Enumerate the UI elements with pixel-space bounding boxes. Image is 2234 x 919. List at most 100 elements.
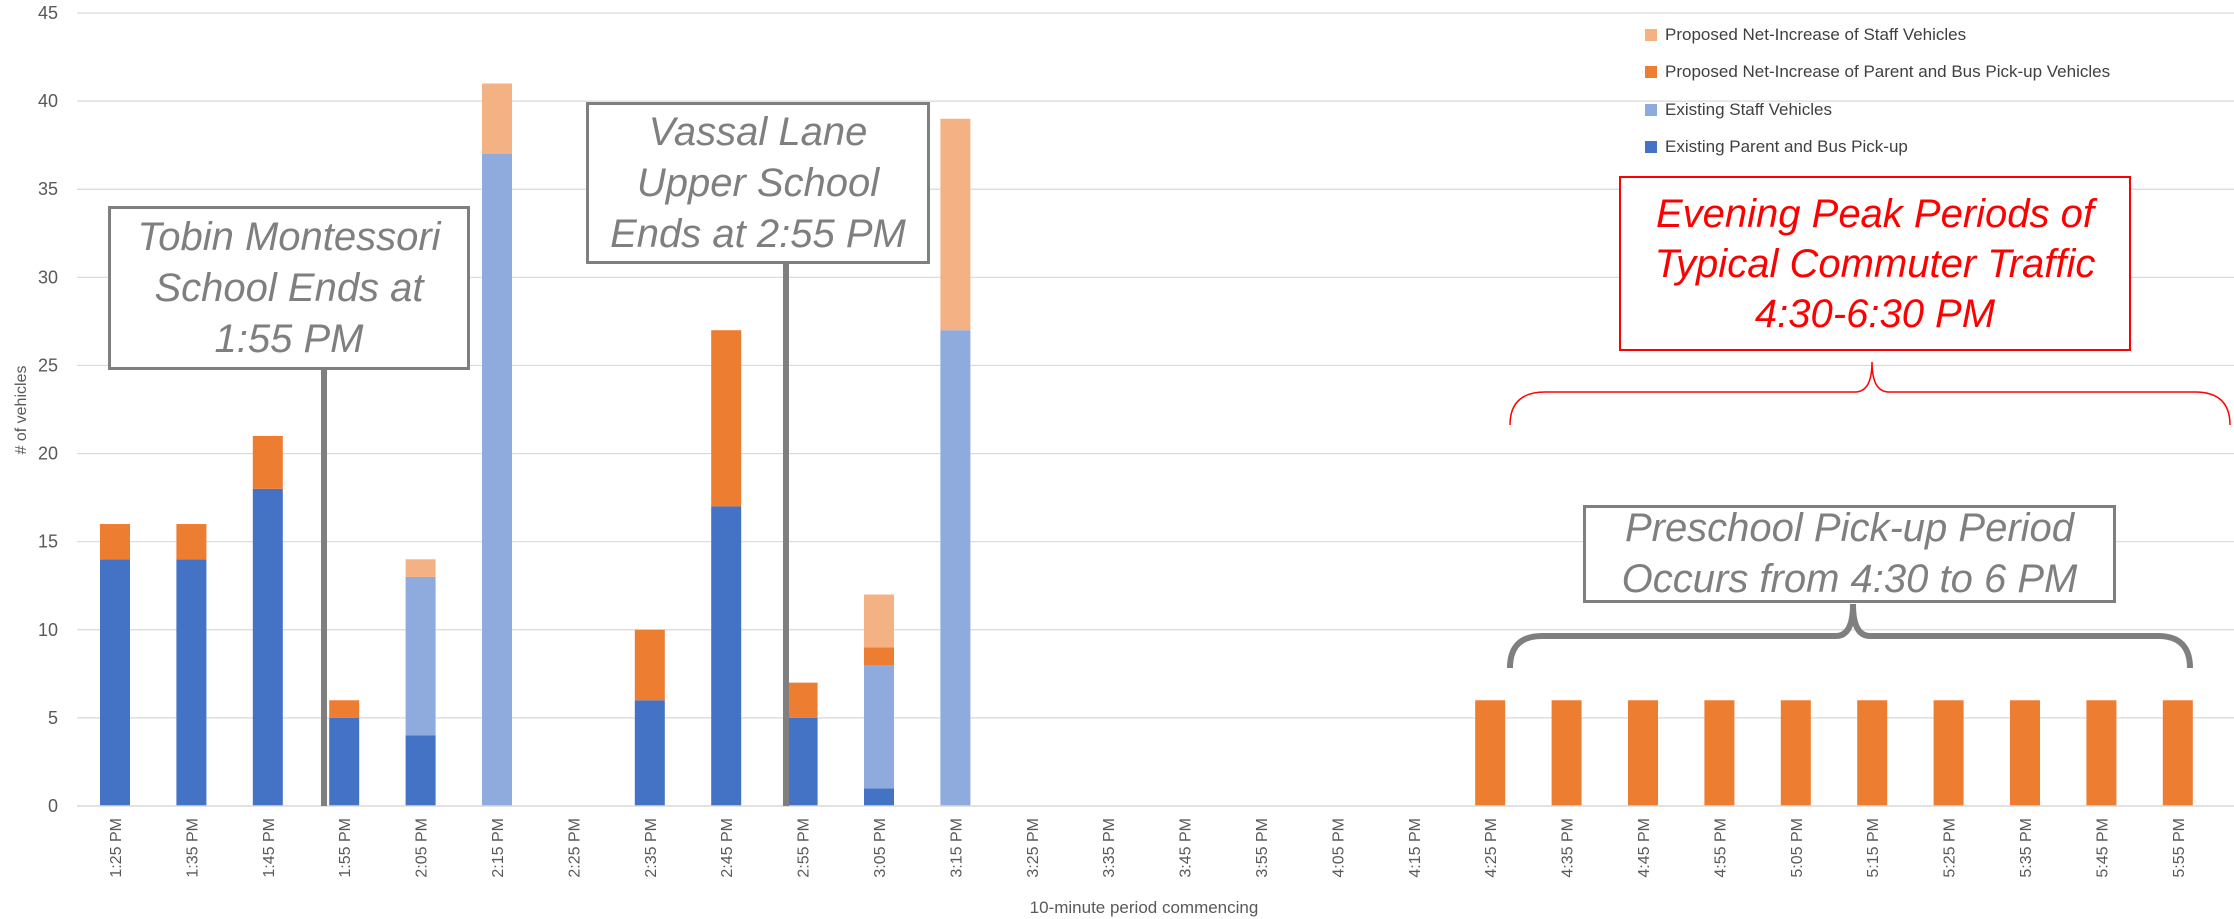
- legend-label: Proposed Net-Increase of Parent and Bus …: [1665, 62, 2111, 82]
- x-tick-label: 5:45 PM: [2094, 818, 2111, 878]
- x-tick-label: 3:25 PM: [1025, 818, 1042, 878]
- bar-segment: [329, 717, 360, 806]
- bar-segment: [864, 647, 894, 666]
- x-tick-label: 3:55 PM: [1254, 818, 1271, 878]
- x-tick-label: 4:45 PM: [1636, 818, 1653, 878]
- legend-label: Existing Staff Vehicles: [1665, 99, 1832, 119]
- x-axis-ticks: 1:25 PM 1:35 PM 1:45 PM 1:55 PM 2:05 PM 2:15 …: [108, 818, 2188, 878]
- bar-segment: [482, 83, 512, 154]
- callout-line: Ends at 2:55 PM: [610, 211, 906, 256]
- x-tick-label: 1:45 PM: [261, 818, 278, 878]
- legend-swatch: [1645, 141, 1657, 154]
- x-tick-label: 4:25 PM: [1483, 818, 1500, 878]
- bar-segment: [864, 665, 894, 789]
- callout-line: Occurs from 4:30 to 6 PM: [1621, 557, 2078, 601]
- bar-segment: [405, 576, 436, 736]
- callout-line: 1:55 PM: [214, 316, 364, 361]
- legend-label: Existing Parent and Bus Pick-up: [1665, 137, 1908, 157]
- bar-segment: [787, 682, 818, 718]
- bar-segment: [100, 559, 130, 806]
- x-tick-label: 5:25 PM: [1942, 818, 1959, 878]
- x-tick-label: 4:05 PM: [1330, 818, 1347, 878]
- bar-segment: [1704, 700, 1735, 806]
- bar-segment: [176, 524, 207, 560]
- legend-item-staff-increase: Proposed Net-Increase of Staff Vehicles: [1645, 16, 2110, 54]
- y-tick-label: 30: [38, 267, 58, 287]
- legend: Proposed Net-Increase of Staff Vehicles …: [1645, 16, 2110, 166]
- x-tick-label: 4:55 PM: [1712, 818, 1729, 878]
- legend-label: Proposed Net-Increase of Staff Vehicles: [1665, 24, 1967, 44]
- bar-segment: [1857, 700, 1888, 806]
- callout-line: Upper School: [636, 160, 880, 205]
- x-tick-label: 2:15 PM: [490, 818, 507, 878]
- x-tick-label: 3:15 PM: [948, 818, 965, 878]
- callout-line: Tobin Montessori: [137, 214, 441, 259]
- bar-segment: [864, 788, 894, 806]
- callout-line: 4:30-6:30 PM: [1754, 291, 1996, 336]
- bar-segment: [711, 330, 742, 507]
- callout-line: Preschool Pick-up Period: [1624, 506, 2075, 550]
- bar-segment: [252, 488, 283, 806]
- y-tick-label: 45: [38, 3, 58, 23]
- bar-segment: [940, 118, 971, 331]
- y-tick-label: 40: [38, 91, 58, 111]
- callout-line: School Ends at: [154, 265, 424, 310]
- bar-segment: [482, 153, 512, 806]
- y-axis-ticks: 0 5 10 15 20 25 30 35 40 45: [38, 3, 58, 816]
- bar-segment: [405, 735, 436, 806]
- callout-line: Typical Commuter Traffic: [1654, 241, 2096, 286]
- bar-segment: [1551, 700, 1582, 806]
- bars: [100, 83, 2193, 806]
- evening-peak-bracket: [1509, 361, 2231, 426]
- bar-segment: [1628, 700, 1658, 806]
- preschool-callout: Preschool Pick-up Period Occurs from 4:3…: [1583, 505, 2116, 603]
- x-tick-label: 2:25 PM: [566, 818, 583, 878]
- preschool-bracket: [1507, 603, 2193, 669]
- x-tick-label: 5:35 PM: [2018, 818, 2035, 878]
- bar-segment: [787, 717, 818, 806]
- bar-segment: [2086, 700, 2117, 806]
- bar-segment: [711, 506, 742, 806]
- x-tick-label: 3:45 PM: [1178, 818, 1195, 878]
- bar-segment: [634, 629, 665, 701]
- callout-line: Evening Peak Periods of: [1655, 191, 2095, 236]
- y-axis-label: # of vehicles: [13, 366, 30, 455]
- y-tick-label: 35: [38, 179, 58, 199]
- x-tick-label: 5:15 PM: [1865, 818, 1882, 878]
- bar-segment: [405, 559, 436, 577]
- bar-segment: [252, 435, 283, 489]
- bar-segment: [100, 524, 130, 560]
- x-tick-label: 2:55 PM: [796, 818, 813, 878]
- x-axis-label: 10-minute period commencing: [1030, 898, 1259, 917]
- bar-segment: [176, 559, 207, 806]
- bar-segment: [1475, 700, 1506, 806]
- y-tick-label: 25: [38, 355, 58, 375]
- y-tick-label: 20: [38, 444, 58, 464]
- legend-swatch: [1645, 66, 1657, 79]
- x-tick-label: 3:05 PM: [872, 818, 889, 878]
- bar-segment: [940, 330, 971, 806]
- bar-segment: [2010, 700, 2040, 806]
- x-tick-label: 2:05 PM: [414, 818, 431, 878]
- legend-item-existing-staff: Existing Staff Vehicles: [1645, 91, 2110, 129]
- y-tick-label: 15: [38, 532, 58, 552]
- bar-segment: [634, 700, 665, 806]
- callout-line: Vassal Lane: [648, 109, 868, 154]
- legend-swatch: [1645, 103, 1657, 116]
- x-tick-label: 1:25 PM: [108, 818, 125, 878]
- x-tick-label: 5:05 PM: [1789, 818, 1806, 878]
- bar-segment: [1933, 700, 1964, 806]
- y-tick-label: 5: [48, 708, 58, 728]
- y-tick-label: 0: [48, 796, 58, 816]
- x-tick-label: 4:35 PM: [1560, 818, 1577, 878]
- x-tick-label: 2:35 PM: [643, 818, 660, 878]
- bar-segment: [329, 700, 360, 718]
- legend-item-parent-increase: Proposed Net-Increase of Parent and Bus …: [1645, 54, 2110, 92]
- legend-swatch: [1645, 28, 1657, 41]
- x-tick-label: 4:15 PM: [1407, 818, 1424, 878]
- x-tick-label: 1:35 PM: [184, 818, 201, 878]
- bar-segment: [864, 594, 894, 648]
- x-tick-label: 1:55 PM: [337, 818, 354, 878]
- evening-peak-callout: Evening Peak Periods of Typical Commuter…: [1619, 176, 2131, 351]
- x-tick-label: 5:55 PM: [2171, 818, 2188, 878]
